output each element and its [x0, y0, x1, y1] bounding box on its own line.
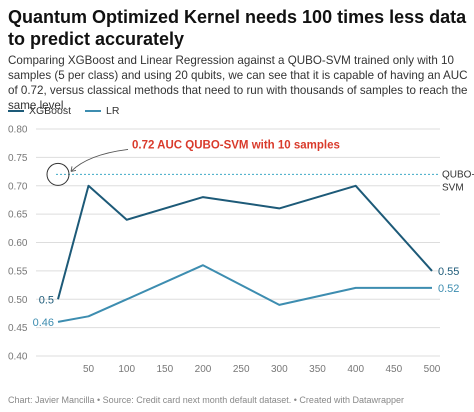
- y-tick-label: 0.80: [8, 125, 28, 136]
- x-tick-label: 500: [424, 364, 441, 375]
- series-end-label: 0.52: [438, 283, 459, 295]
- series-start-label: 0.46: [33, 317, 54, 329]
- x-tick-label: 300: [271, 364, 288, 375]
- x-tick-label: 350: [309, 364, 326, 375]
- chart-description: Comparing XGBoost and Linear Regression …: [8, 54, 468, 112]
- legend-item-xgboost: XGBoost: [8, 105, 71, 117]
- series-line-xgboost: [57, 184, 433, 300]
- y-tick-label: 0.65: [8, 210, 28, 221]
- legend-swatch-lr: [85, 110, 102, 112]
- y-tick-label: 0.40: [8, 352, 28, 363]
- legend-swatch-xgboost: [8, 110, 24, 112]
- y-tick-label: 0.75: [8, 153, 28, 164]
- x-tick-label: 150: [157, 364, 174, 375]
- y-tick-label: 0.70: [8, 181, 28, 192]
- annotation-arrow: [70, 148, 129, 172]
- x-tick-label: 400: [347, 364, 364, 375]
- chart-title: Quantum Optimized Kernel needs 100 times…: [8, 7, 467, 49]
- x-tick-label: 250: [233, 364, 250, 375]
- annotation-arrowhead: [70, 166, 77, 172]
- x-tick-label: 450: [385, 364, 402, 375]
- x-tick-label: 200: [195, 364, 212, 375]
- series-start-label: 0.5: [39, 294, 54, 306]
- x-tick-label: 50: [83, 364, 95, 375]
- y-tick-label: 0.50: [8, 295, 28, 306]
- legend-label-lr: LR: [106, 105, 120, 117]
- annotation-text: 0.72 AUC QUBO-SVM with 10 samples: [132, 139, 340, 151]
- chart-footer: Chart: Javier Mancilla • Source: Credit …: [8, 395, 404, 405]
- series-line-lr: [57, 264, 432, 323]
- legend-item-lr: LR: [85, 105, 119, 117]
- x-tick-label: 100: [118, 364, 135, 375]
- series-end-label: 0.55: [438, 266, 459, 278]
- legend: XGBoost LR: [8, 105, 119, 117]
- annotation-circle: [46, 162, 70, 186]
- legend-label-xgboost: XGBoost: [29, 105, 72, 117]
- y-tick-label: 0.60: [8, 238, 28, 249]
- y-tick-label: 0.55: [8, 266, 28, 277]
- reference-line-label: QUBO-SVM: [442, 169, 474, 193]
- y-tick-label: 0.45: [8, 323, 28, 334]
